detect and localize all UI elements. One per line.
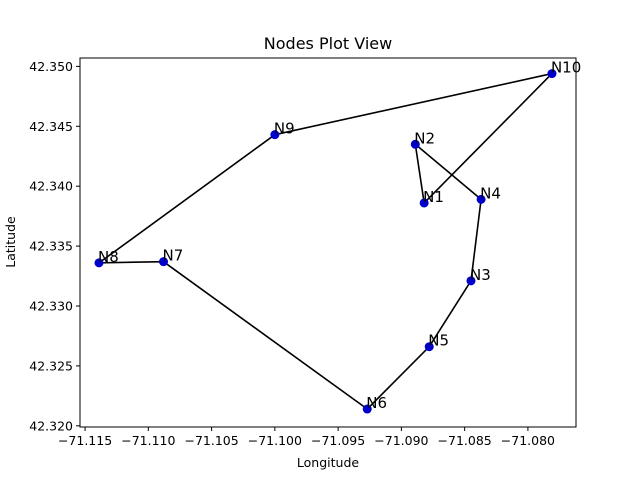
- chart-title: Nodes Plot View: [264, 34, 392, 53]
- plot-frame: [79, 57, 577, 428]
- node-point-n1: [419, 198, 429, 208]
- x-tick-label: −71.090: [374, 433, 428, 448]
- y-tick-label: 42.320: [29, 418, 73, 433]
- node-point-n4: [476, 194, 486, 204]
- y-tick-label: 42.335: [29, 239, 73, 254]
- x-tick-label: −71.110: [121, 433, 175, 448]
- node-label-n6: N6: [366, 394, 387, 412]
- node-label-n10: N10: [551, 59, 581, 77]
- node-label-n1: N1: [423, 188, 444, 206]
- x-tick-label: −71.100: [248, 433, 302, 448]
- node-label-n5: N5: [428, 332, 449, 350]
- node-label-n2: N2: [414, 129, 435, 147]
- y-axis-label: Latitude: [3, 216, 18, 268]
- node-point-n2: [410, 139, 420, 149]
- x-tick-label: −71.085: [438, 433, 492, 448]
- node-point-n6: [362, 404, 372, 414]
- node-label-n8: N8: [98, 248, 119, 266]
- node-point-n9: [270, 130, 280, 140]
- node-label-n4: N4: [480, 184, 501, 202]
- node-point-n3: [466, 276, 476, 286]
- node-point-n8: [94, 258, 104, 268]
- x-axis-label: Longitude: [297, 455, 359, 470]
- y-tick-label: 42.330: [29, 299, 73, 314]
- x-tick-label: −71.095: [311, 433, 365, 448]
- node-label-n9: N9: [274, 120, 295, 138]
- plot-area: N1 N2 N3 N4 N5 N6 N7 N8 N9 N10: [94, 59, 581, 414]
- y-tick-label: 42.340: [29, 179, 73, 194]
- y-tick-label: 42.325: [29, 358, 73, 373]
- y-tick-label: 42.345: [29, 119, 73, 134]
- node-label-n3: N3: [470, 266, 491, 284]
- y-tick-label: 42.350: [29, 59, 73, 74]
- x-tick-label: −71.080: [501, 433, 555, 448]
- node-point-n10: [547, 69, 557, 79]
- node-point-n7: [159, 257, 169, 267]
- node-point-n5: [424, 342, 434, 352]
- node-label-n7: N7: [163, 247, 184, 265]
- x-tick-label: −71.115: [58, 433, 112, 448]
- x-tick-label: −71.105: [184, 433, 238, 448]
